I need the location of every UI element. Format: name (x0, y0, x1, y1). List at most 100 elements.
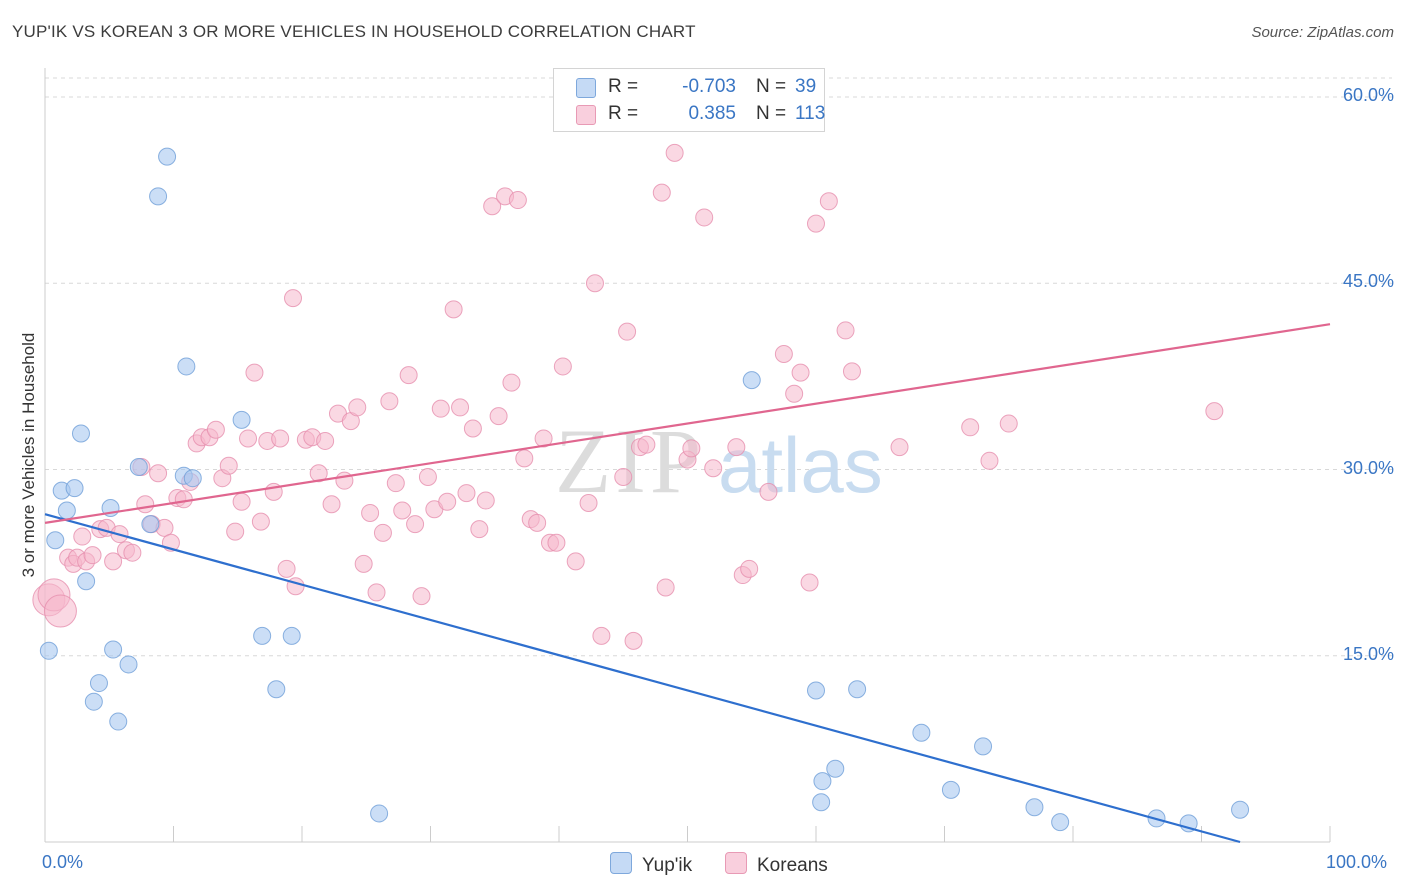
data-point (206, 420, 225, 439)
data-point (232, 410, 251, 429)
data-point (245, 363, 264, 382)
data-point (57, 501, 76, 520)
chart-title: YUP'IK VS KOREAN 3 OR MORE VEHICLES IN H… (12, 22, 696, 41)
y-axis-label: 3 or more Vehicles in Household (19, 332, 38, 578)
data-point (740, 559, 759, 578)
data-point (1051, 813, 1070, 832)
data-point (579, 494, 598, 513)
legend-r-value: -0.703 (682, 76, 736, 97)
data-point (807, 681, 825, 700)
data-point (941, 780, 960, 799)
data-point (361, 503, 380, 522)
data-point (624, 631, 643, 650)
data-point (457, 484, 476, 503)
data-point (39, 641, 58, 660)
watermark: ZIP atlas (555, 410, 883, 512)
data-point (316, 431, 335, 450)
data-point (665, 143, 684, 162)
data-point (309, 464, 328, 483)
data-point (742, 371, 761, 390)
series-koreans (32, 143, 1224, 650)
data-point (566, 552, 585, 571)
data-point (322, 495, 341, 514)
data-point (980, 451, 999, 470)
data-point (819, 192, 838, 211)
x-tick-label-min: 0.0% (42, 852, 84, 872)
data-point (65, 479, 84, 498)
series-yupik (39, 147, 1250, 833)
data-point (219, 456, 238, 475)
source-label: Source: ZipAtlas.com (1251, 24, 1394, 41)
legend-n-label: N = (756, 103, 787, 124)
data-point (652, 183, 671, 202)
data-point (515, 449, 534, 468)
data-point (393, 501, 412, 520)
data-point (46, 531, 65, 550)
legend-n-value: 39 (795, 76, 817, 97)
data-point (974, 737, 993, 756)
data-point (226, 522, 245, 541)
data-point (444, 300, 463, 319)
axes (44, 68, 1331, 843)
data-point (836, 321, 855, 340)
data-point (791, 363, 810, 382)
data-point (759, 482, 778, 501)
data-point (253, 626, 272, 645)
data-point (618, 322, 637, 341)
data-point (547, 533, 566, 552)
data-point (129, 458, 148, 477)
legend-r-label: R = (608, 76, 639, 97)
data-point (483, 197, 502, 216)
data-point (508, 191, 527, 210)
data-point (158, 147, 177, 166)
data-point (282, 626, 301, 645)
y-tick-label: 30.0% (1342, 457, 1394, 478)
data-point (502, 373, 521, 392)
bottom-legend-yupik: Yup'ik (610, 852, 692, 877)
trend-line-yupik (44, 513, 1241, 844)
data-point (373, 523, 392, 542)
y-tick-label: 45.0% (1342, 271, 1394, 292)
bottom-legend-swatch-yupik (610, 852, 632, 874)
data-point (695, 208, 714, 227)
data-point (912, 723, 931, 742)
data-point (774, 345, 793, 364)
data-point (412, 587, 431, 606)
data-point (785, 384, 804, 403)
data-point (149, 464, 168, 483)
data-point (682, 439, 701, 458)
data-point (77, 572, 96, 591)
data-point (89, 674, 108, 693)
data-point (470, 520, 489, 539)
data-point (1231, 800, 1250, 819)
watermark-atlas: atlas (718, 421, 883, 509)
data-point (528, 513, 547, 532)
data-point (812, 793, 831, 812)
data-point (637, 435, 656, 454)
data-point (84, 692, 103, 711)
data-point (177, 357, 196, 376)
data-point (1205, 402, 1224, 421)
data-point (71, 424, 90, 443)
data-point (119, 655, 138, 674)
data-point (251, 512, 270, 531)
data-point (370, 804, 389, 823)
data-point (109, 712, 128, 731)
data-point (367, 583, 386, 602)
data-point (614, 467, 633, 486)
x-tick-label-max: 100.0% (1326, 852, 1388, 872)
data-point (553, 357, 572, 376)
data-point (848, 680, 867, 699)
data-point (73, 527, 92, 546)
data-point (141, 515, 160, 534)
trend-line-koreans (44, 323, 1331, 524)
bottom-legend-label-yupik: Yup'ik (642, 855, 693, 876)
data-point (807, 214, 825, 233)
data-point (592, 626, 611, 645)
watermark-zip: ZIP (555, 410, 705, 512)
data-point (149, 187, 168, 206)
bottom-legend-swatch-koreans (725, 852, 747, 874)
data-point (727, 438, 746, 457)
legend-n-value: 113 (795, 103, 826, 124)
